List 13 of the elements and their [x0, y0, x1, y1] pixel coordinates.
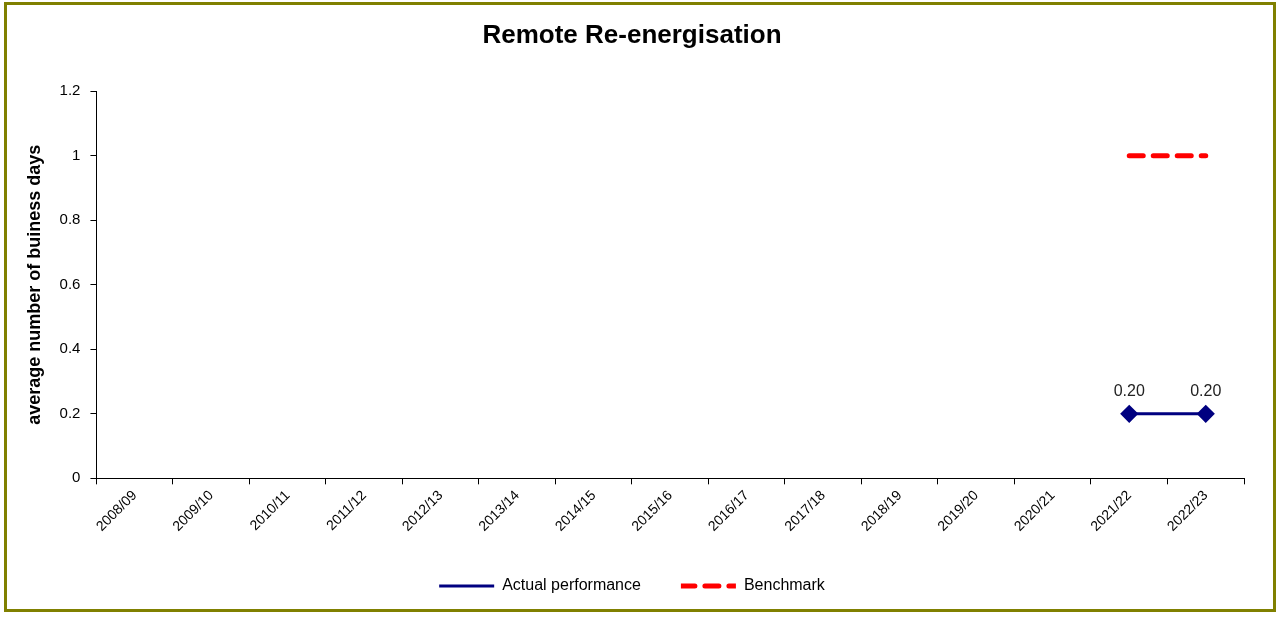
legend-label: Benchmark — [743, 576, 826, 594]
y-tick-label: 0 — [72, 468, 81, 486]
y-tick-label: 0.6 — [59, 274, 81, 292]
y-axis-title: average number of buiness days — [23, 144, 44, 425]
y-tick-label: 0.4 — [59, 339, 81, 357]
data-label: 0.20 — [1190, 382, 1222, 400]
chart-title: Remote Re-energisation — [482, 18, 782, 49]
y-tick-label: 1 — [72, 145, 81, 163]
data-label: 0.20 — [1113, 382, 1145, 400]
y-tick-label: 0.8 — [59, 210, 81, 228]
y-tick-label: 1.2 — [59, 81, 81, 99]
legend-label: Actual performance — [502, 576, 642, 594]
y-tick-label: 0.2 — [59, 403, 81, 421]
